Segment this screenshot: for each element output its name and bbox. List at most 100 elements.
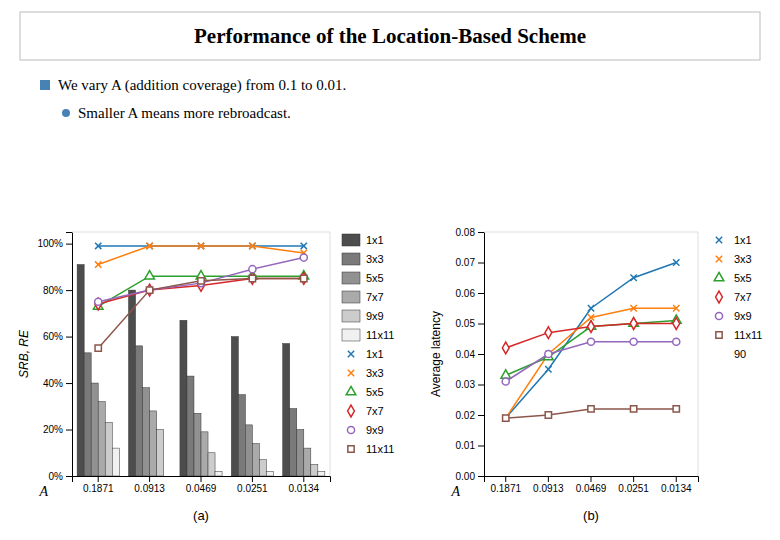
y-tick-label: 0% bbox=[49, 471, 64, 482]
y-tick: 40% bbox=[43, 378, 72, 389]
marker bbox=[301, 243, 307, 249]
legend-label: 5x5 bbox=[366, 272, 384, 284]
x-tick-label: 0.0913 bbox=[533, 483, 564, 494]
line-series bbox=[503, 305, 680, 421]
legend-item: 1x1 bbox=[716, 234, 752, 246]
bar bbox=[283, 344, 290, 476]
bar bbox=[215, 471, 222, 476]
x-tick-label: 0.0251 bbox=[618, 483, 649, 494]
bar bbox=[259, 460, 266, 476]
legend-label: 1x1 bbox=[366, 234, 384, 246]
line bbox=[506, 308, 677, 418]
marker bbox=[503, 415, 509, 421]
y-tick-label: 0.03 bbox=[456, 379, 476, 390]
bar bbox=[164, 476, 171, 477]
y-tick: 80% bbox=[43, 285, 72, 296]
line-series bbox=[501, 315, 681, 378]
line-series bbox=[95, 243, 307, 249]
bullet-text: We vary A (addition coverage) from 0.1 t… bbox=[58, 77, 346, 94]
marker bbox=[673, 406, 679, 412]
marker bbox=[249, 266, 256, 273]
line bbox=[98, 278, 304, 348]
legend-marker bbox=[348, 370, 354, 376]
legend-item: 11x11 bbox=[348, 443, 395, 455]
line-series bbox=[93, 271, 308, 310]
bar bbox=[245, 425, 252, 476]
legend-marker bbox=[348, 446, 354, 452]
marker bbox=[198, 243, 204, 249]
bar-series bbox=[98, 402, 311, 476]
frame bbox=[72, 232, 330, 233]
frame bbox=[330, 232, 331, 476]
legend-label: 3x3 bbox=[366, 253, 384, 265]
y-tick-label: 80% bbox=[43, 285, 63, 296]
y-tick-label: 0.07 bbox=[456, 257, 476, 268]
x-tick-mark bbox=[98, 476, 99, 482]
marker bbox=[502, 342, 509, 354]
marker bbox=[545, 351, 551, 357]
y-tick-mark bbox=[66, 476, 72, 477]
marker bbox=[95, 261, 101, 267]
legend-label: 11x11 bbox=[366, 329, 394, 341]
x-tick-mark bbox=[149, 476, 150, 482]
x-tick-label: 0.0134 bbox=[661, 483, 692, 494]
marker bbox=[630, 318, 637, 330]
legend-label: 9x9 bbox=[734, 310, 752, 322]
line bbox=[506, 320, 677, 375]
marker bbox=[501, 370, 511, 378]
marker bbox=[95, 298, 102, 310]
legend-label: 9x9 bbox=[366, 310, 384, 322]
legend-marker bbox=[347, 426, 354, 433]
y-tick-label: 100% bbox=[37, 238, 63, 249]
marker bbox=[198, 278, 204, 284]
bar-series bbox=[84, 346, 297, 476]
legend-item: 5x5 bbox=[342, 272, 384, 284]
bar bbox=[98, 402, 105, 476]
bar bbox=[187, 376, 194, 476]
y-tick-mark bbox=[66, 244, 72, 245]
y-tick: 60% bbox=[43, 331, 72, 342]
y-tick-label: 0.02 bbox=[456, 410, 476, 421]
x-tick: 0.0251 bbox=[618, 476, 649, 494]
line bbox=[506, 263, 677, 419]
x-axis: 0.18710.09130.04690.02510.0134 bbox=[485, 476, 699, 494]
marker bbox=[503, 415, 509, 421]
y-tick: 0.07 bbox=[456, 257, 484, 268]
marker bbox=[249, 273, 256, 285]
legend-swatch bbox=[342, 310, 360, 322]
page-title: Performance of the Location-Based Scheme bbox=[194, 24, 586, 48]
line-series bbox=[503, 259, 680, 421]
annotation: 90 bbox=[734, 348, 746, 360]
marker bbox=[146, 287, 153, 294]
marker bbox=[301, 275, 307, 281]
y-axis-line bbox=[66, 233, 73, 477]
bar bbox=[231, 337, 238, 476]
legend: 1x13x35x57x79x911x1190 bbox=[714, 234, 762, 360]
marker bbox=[300, 273, 307, 285]
marker bbox=[95, 345, 101, 351]
y-tick: 0.02 bbox=[456, 410, 484, 421]
bar bbox=[180, 320, 187, 476]
bar bbox=[84, 353, 91, 476]
x-axis: 0.18710.09130.04690.02510.0134 bbox=[73, 476, 331, 494]
legend-item: 7x7 bbox=[342, 291, 384, 303]
bar bbox=[252, 443, 259, 476]
marker bbox=[673, 259, 679, 265]
marker bbox=[502, 378, 509, 385]
y-tick-mark bbox=[478, 354, 484, 355]
y-tick-label: 0.08 bbox=[456, 227, 476, 238]
legend-item: 3x3 bbox=[348, 367, 384, 379]
y-axis: 0.000.010.020.030.040.050.060.070.08 bbox=[456, 227, 485, 482]
x-axis-line bbox=[73, 477, 331, 483]
bullet bbox=[40, 80, 50, 90]
marker bbox=[95, 298, 102, 305]
marker bbox=[300, 254, 307, 261]
y-tick: 0% bbox=[49, 471, 72, 482]
marker bbox=[673, 318, 680, 330]
bar bbox=[208, 453, 215, 476]
line bbox=[98, 276, 304, 306]
legend-item: 5x5 bbox=[714, 272, 752, 284]
legend-item: 9x9 bbox=[342, 310, 384, 322]
bar bbox=[194, 413, 201, 476]
legend-item: 11x11 bbox=[342, 329, 394, 341]
